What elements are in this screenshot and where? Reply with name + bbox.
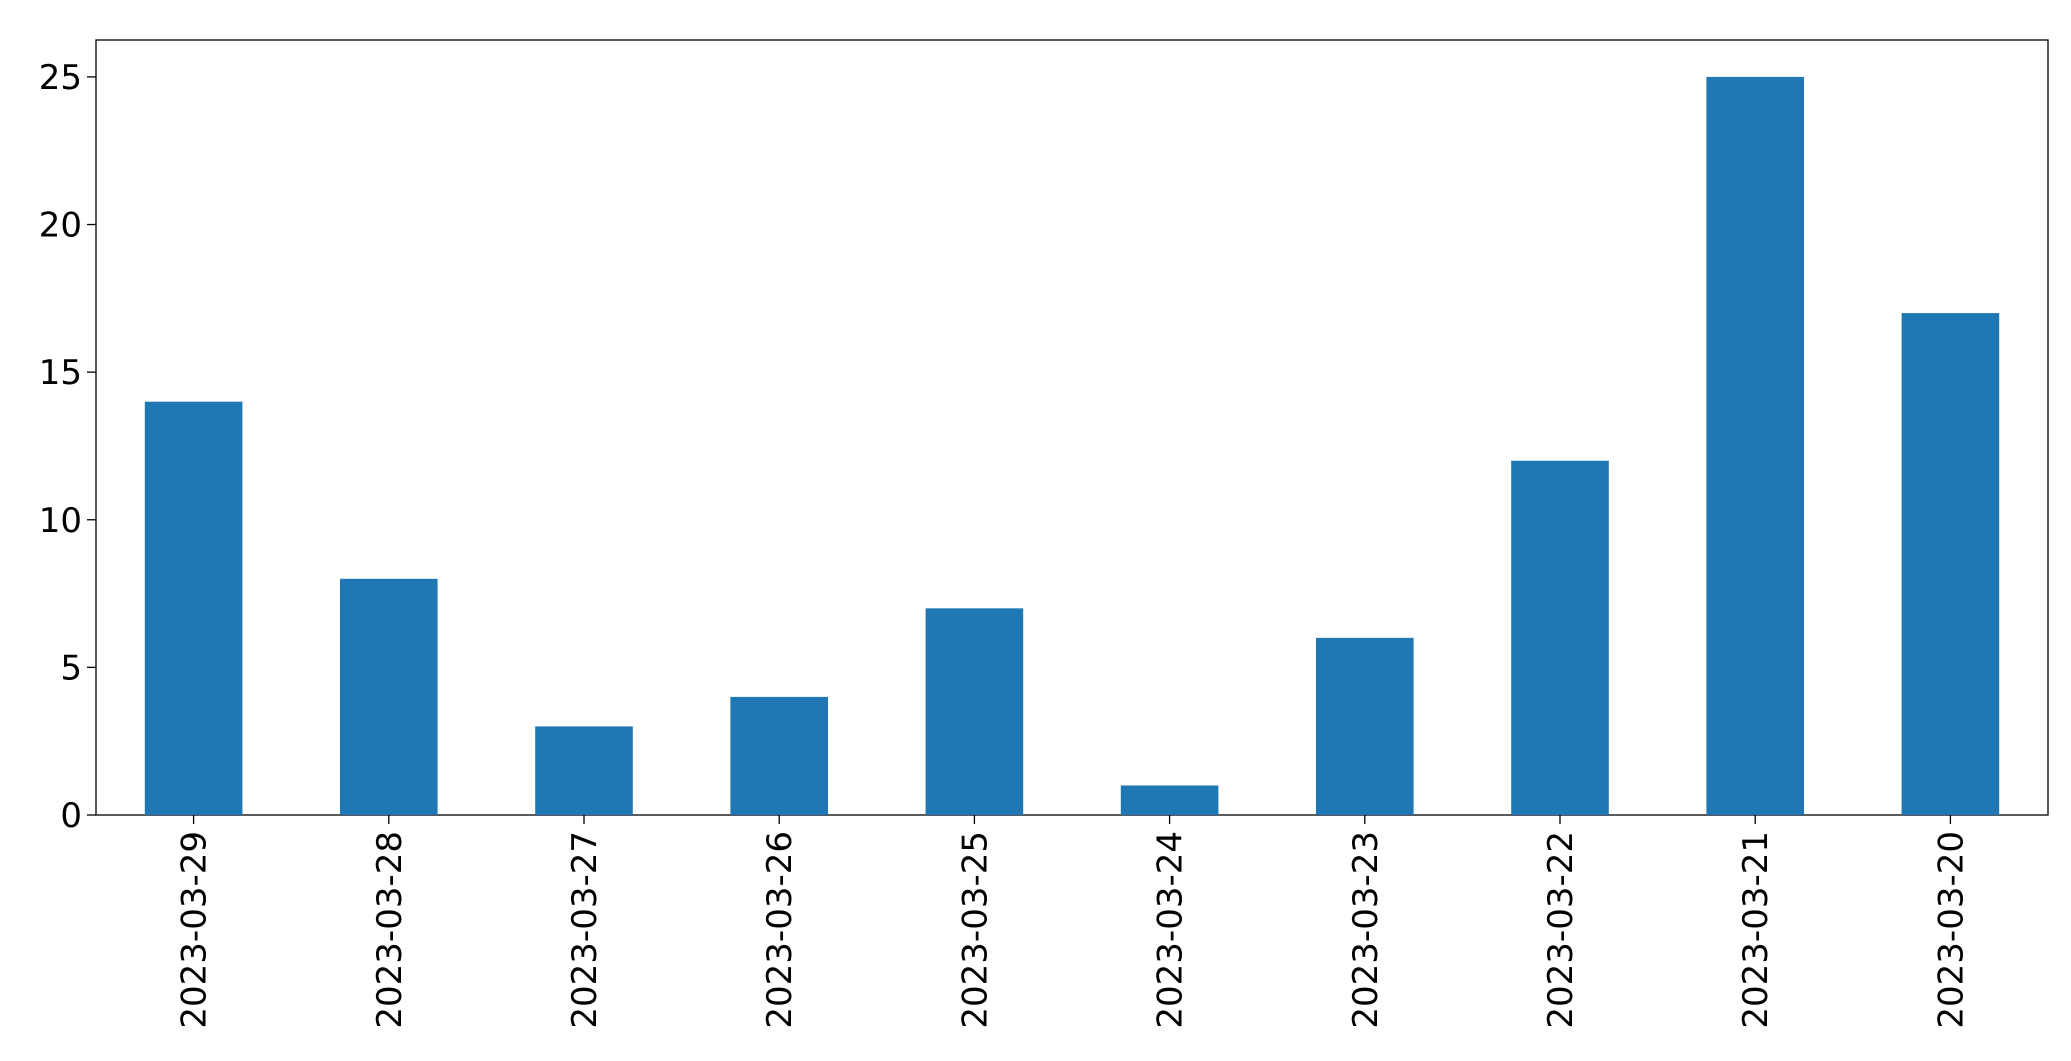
x-tick-label: 2023-03-21: [1736, 831, 1776, 1029]
x-tick-label: 2023-03-26: [760, 831, 800, 1029]
bar: [1511, 460, 1609, 815]
bar: [144, 401, 243, 815]
x-tick-label: 2023-03-23: [1346, 831, 1386, 1029]
y-tick-label: 5: [60, 648, 82, 688]
bar: [730, 696, 828, 815]
x-tick-label: 2023-03-25: [955, 831, 995, 1029]
y-tick-label: 10: [39, 501, 82, 541]
x-tick-label: 2023-03-20: [1931, 831, 1971, 1029]
bar: [535, 726, 633, 815]
bar: [1901, 313, 2000, 815]
bar: [1706, 76, 1804, 815]
x-tick-label: 2023-03-24: [1151, 831, 1191, 1029]
bar: [1120, 785, 1219, 815]
x-tick-label: 2023-03-29: [175, 831, 215, 1029]
x-tick-label: 2023-03-28: [370, 831, 410, 1029]
bar: [340, 578, 438, 815]
y-tick-label: 15: [39, 353, 82, 393]
x-tick-label: 2023-03-22: [1541, 831, 1581, 1029]
y-tick-label: 25: [39, 58, 82, 98]
y-tick-label: 20: [39, 206, 82, 246]
x-tick-label: 2023-03-27: [565, 831, 605, 1029]
bar: [925, 608, 1024, 815]
axes-frame: [95, 39, 2049, 816]
bar: [1316, 637, 1414, 815]
y-tick-label: 0: [60, 796, 82, 836]
